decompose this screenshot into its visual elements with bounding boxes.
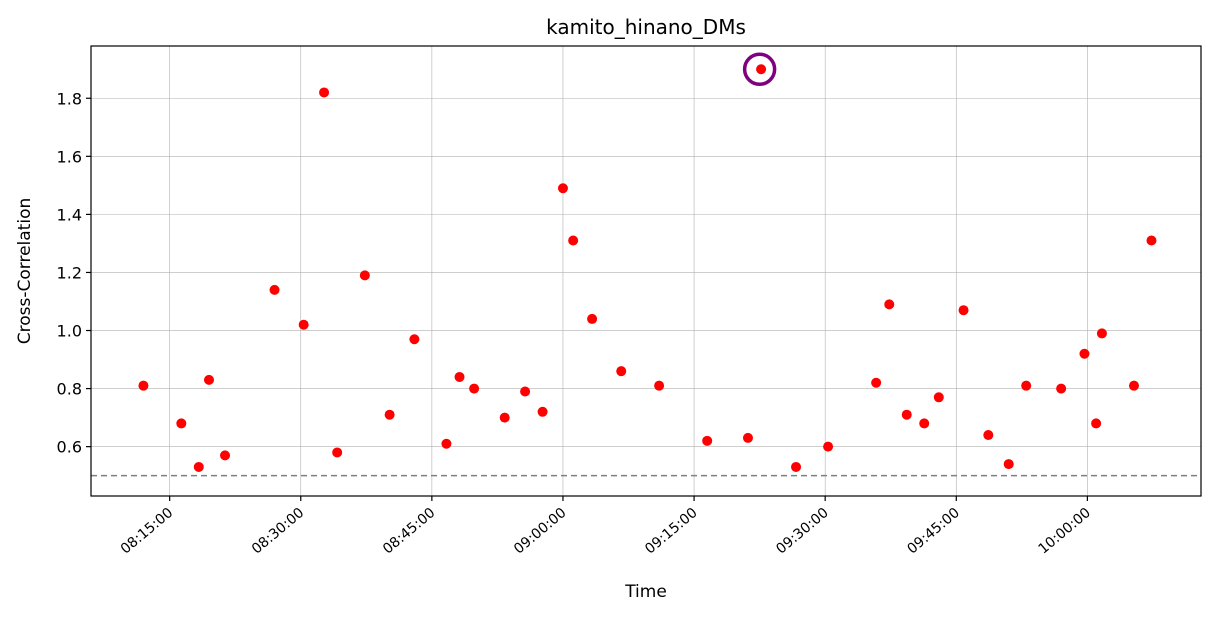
x-tick-label: 09:00:00	[511, 505, 569, 558]
data-point	[520, 386, 531, 397]
highlight-ring	[742, 52, 777, 86]
x-tick-label: 08:15:00	[118, 505, 176, 558]
y-axis-ticks: 0.6 0.8 1.0 1.2 1.4 1.6 1.8	[57, 89, 91, 457]
data-point	[1003, 459, 1014, 470]
data-point	[1091, 418, 1102, 429]
y-tick-label: 1.6	[57, 147, 82, 166]
data-point	[742, 432, 753, 443]
data-point	[791, 461, 802, 472]
x-axis-label: Time	[624, 582, 667, 602]
y-tick-label: 1.4	[57, 205, 82, 224]
data-point	[756, 64, 767, 75]
data-point	[499, 412, 510, 423]
data-point	[1128, 380, 1139, 391]
data-points	[138, 64, 1157, 472]
data-point	[702, 435, 713, 446]
y-tick-label: 0.6	[57, 438, 82, 457]
data-point	[469, 383, 480, 394]
data-point	[176, 418, 187, 429]
data-point	[919, 418, 930, 429]
x-tick-label: 08:30:00	[249, 505, 307, 558]
data-point	[1146, 235, 1157, 246]
data-point	[193, 461, 204, 472]
x-tick-label: 09:30:00	[773, 505, 831, 558]
data-point	[568, 235, 579, 246]
y-tick-label: 1.0	[57, 322, 82, 341]
data-point	[654, 380, 665, 391]
data-point	[359, 270, 370, 281]
grid-lines	[91, 46, 1201, 496]
chart-title: kamito_hinano_DMs	[546, 15, 746, 39]
data-point	[332, 447, 343, 458]
data-point	[616, 366, 627, 377]
data-point	[983, 430, 994, 441]
data-point	[409, 334, 420, 345]
data-point	[871, 377, 882, 388]
data-point	[933, 392, 944, 403]
x-tick-label: 08:45:00	[380, 505, 438, 558]
data-point	[1021, 380, 1032, 391]
y-tick-label: 1.2	[57, 263, 82, 282]
data-point	[537, 406, 548, 417]
data-point	[823, 441, 834, 452]
data-point	[884, 299, 895, 310]
data-point	[441, 438, 452, 449]
data-point	[319, 87, 330, 98]
data-point	[298, 319, 309, 330]
x-tick-label: 09:15:00	[642, 505, 700, 558]
data-point	[901, 409, 912, 420]
data-point	[269, 284, 280, 295]
data-point	[1096, 328, 1107, 339]
data-point	[384, 409, 395, 420]
data-point	[958, 305, 969, 316]
y-tick-label: 1.8	[57, 89, 82, 108]
data-point	[220, 450, 231, 461]
data-point	[138, 380, 149, 391]
x-axis-ticks: 08:15:00 08:30:00 08:45:00 09:00:00 09:15:00…	[118, 496, 1094, 557]
x-tick-label: 09:45:00	[904, 505, 962, 558]
x-tick-label: 10:00:00	[1035, 505, 1093, 558]
data-point	[557, 183, 568, 194]
data-point	[1079, 348, 1090, 359]
data-point	[454, 371, 465, 382]
plot-frame	[90, 45, 1202, 497]
y-tick-label: 0.8	[57, 380, 82, 399]
data-point	[587, 313, 598, 324]
data-point	[1056, 383, 1067, 394]
data-point	[203, 374, 214, 385]
y-axis-label: Cross-Correlation	[15, 198, 35, 344]
